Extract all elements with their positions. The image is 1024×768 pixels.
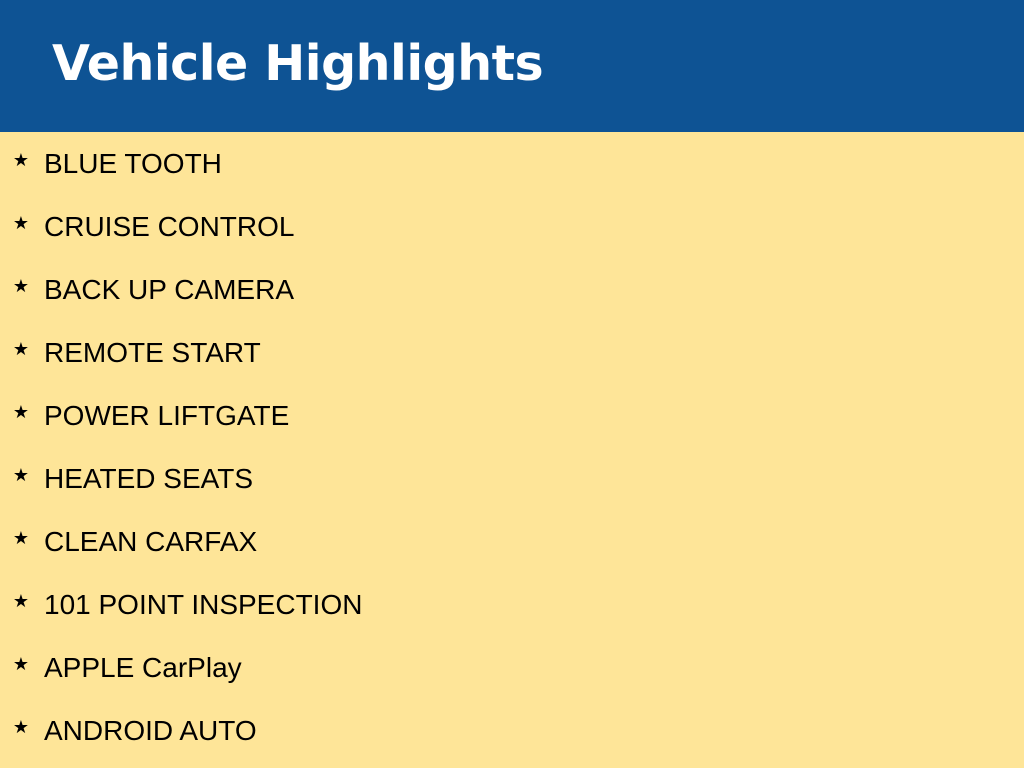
list-item: ★ APPLE CarPlay	[0, 648, 1024, 688]
list-item: ★ ANDROID AUTO	[0, 711, 1024, 751]
list-item: ★ CRUISE CONTROL	[0, 207, 1024, 247]
star-icon: ★	[12, 591, 30, 612]
list-item-label: BLUE TOOTH	[44, 148, 222, 179]
star-icon: ★	[12, 654, 30, 675]
star-icon: ★	[12, 717, 30, 738]
star-icon: ★	[12, 276, 30, 297]
list-item: ★ BACK UP CAMERA	[0, 270, 1024, 310]
list-item-label: 101 POINT INSPECTION	[44, 589, 363, 620]
list-item: ★ BLUE TOOTH	[0, 144, 1024, 184]
list-item-label: CRUISE CONTROL	[44, 211, 295, 242]
star-icon: ★	[12, 150, 30, 171]
list-item: ★ REMOTE START	[0, 333, 1024, 373]
highlights-list: ★ BLUE TOOTH ★ CRUISE CONTROL ★ BACK UP …	[0, 132, 1024, 768]
list-item-label: CLEAN CARFAX	[44, 526, 258, 557]
list-item: ★ CLEAN CARFAX	[0, 522, 1024, 562]
star-icon: ★	[12, 402, 30, 423]
list-item-label: HEATED SEATS	[44, 463, 254, 494]
list-item-label: APPLE CarPlay	[44, 652, 242, 683]
star-icon: ★	[12, 339, 30, 360]
star-icon: ★	[12, 465, 30, 486]
list-item-label: REMOTE START	[44, 337, 261, 368]
star-icon: ★	[12, 528, 30, 549]
header-banner: Vehicle Highlights	[0, 0, 1024, 132]
list-item-label: POWER LIFTGATE	[44, 400, 290, 431]
page-title: Vehicle Highlights	[52, 35, 544, 92]
star-icon: ★	[12, 213, 30, 234]
list-item-label: ANDROID AUTO	[44, 715, 257, 746]
list-item: ★ POWER LIFTGATE	[0, 396, 1024, 436]
list-item: ★ 101 POINT INSPECTION	[0, 585, 1024, 625]
list-item: ★ HEATED SEATS	[0, 459, 1024, 499]
list-item-label: BACK UP CAMERA	[44, 274, 294, 305]
